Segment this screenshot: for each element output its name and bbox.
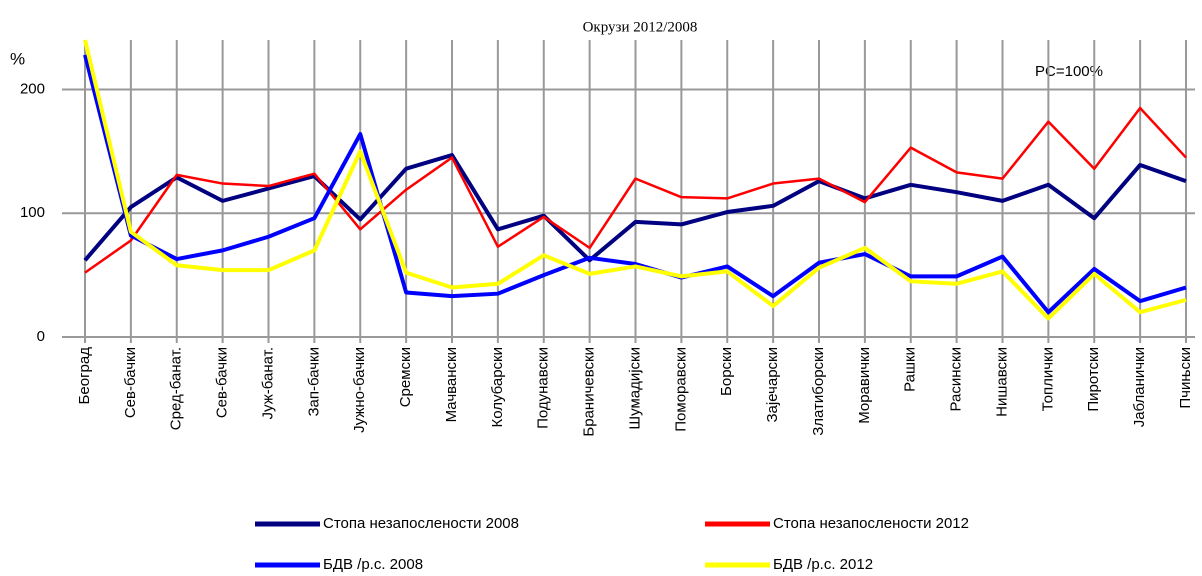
legend-label: БДВ /р.с. 2012 [773,556,873,573]
x-tick-label: Нишавски [993,347,1010,417]
x-tick-label: Браничевски [581,347,598,437]
chart-title: Окрузи 2012/2008 [583,19,698,35]
x-tick-label: Сев-бачки [122,347,139,418]
y-axis-label: % [10,49,25,68]
x-tick-label: Топлички [1039,347,1056,411]
y-tick-label: 200 [20,80,45,97]
x-tick-label: Зајечарски [764,347,781,423]
y-tick-label: 100 [20,204,45,221]
series-line [83,153,1187,263]
x-tick-label: Београд [76,347,93,405]
x-tick-label: Јабланички [1131,347,1148,427]
legend-label: БДВ /р.с. 2008 [323,556,423,573]
legend-label: Стопа незапослености 2008 [323,515,519,532]
x-tick-label: Борски [718,347,735,396]
x-tick-label: Зап-бачки [305,347,322,417]
x-tick-label: Расински [948,347,965,411]
y-tick-label: 0 [37,328,45,345]
x-tick-label: Шумадијски [626,347,643,430]
x-tick-label: Поморавски [672,347,689,432]
x-tick-label: Јуж-банат. [259,347,276,419]
x-tick-label: Златиборски [810,347,827,436]
x-tick-label: Подунавски [535,347,552,429]
legend-label: Стопа незапослености 2012 [773,515,969,532]
x-tick-label: Сред-банат. [168,347,185,430]
x-tick-label: Колубарски [489,347,506,428]
series-line [83,39,1187,321]
x-tick-label: Пиротски [1085,347,1102,412]
series-line [83,54,1187,315]
x-tick-label: Сремски [397,347,414,407]
x-tick-label: Сев-бачки [214,347,231,418]
annotation: PC=100% [1035,63,1103,80]
x-tick-label: Мачвански [443,347,460,422]
x-tick-label: Моравички [856,347,873,424]
x-tick-label: Рашки [902,347,919,392]
x-tick-label: Пчињски [1177,347,1194,409]
series-line [84,106,1187,274]
x-tick-label: Јужно-бачки [351,347,368,433]
